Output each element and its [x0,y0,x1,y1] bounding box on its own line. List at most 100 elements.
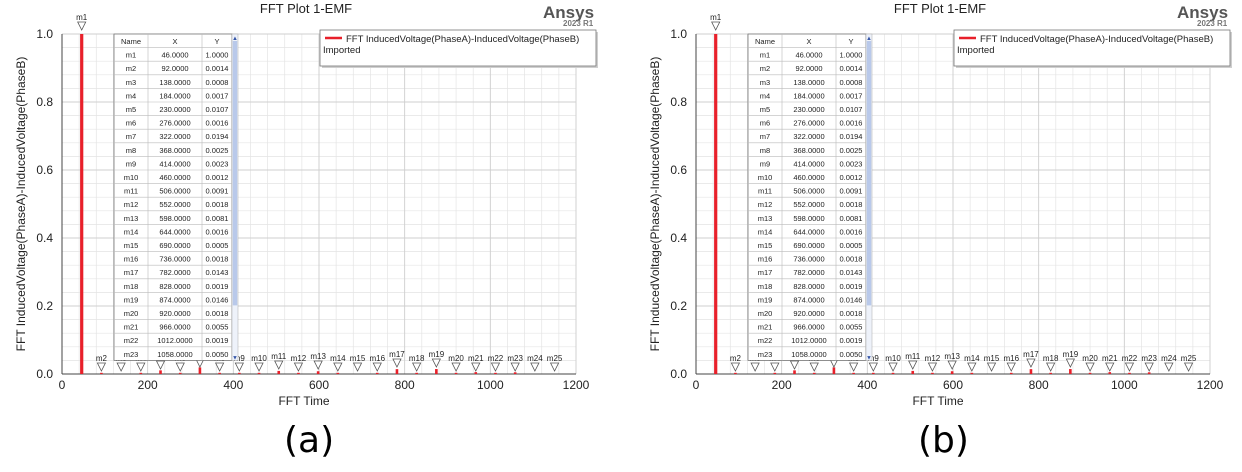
y-tick-label: 0.4 [670,231,687,245]
spectrum-bar [513,372,517,374]
x-tick-label: 600 [943,378,963,392]
table-cell: m17 [124,268,139,277]
table-cell: m23 [758,350,773,359]
table-cell: 0.0018 [206,255,229,264]
spectrum-bar [277,370,281,374]
table-cell: m9 [126,159,136,168]
marker-label: m19 [429,350,445,359]
marker-triangle [116,362,126,372]
spectrum-bar [714,34,718,374]
marker-label: m23 [507,354,523,363]
marker-label: m21 [1102,354,1118,363]
marker-triangle [1006,362,1016,372]
y-tick-label: 0.2 [36,299,53,313]
table-cell: 736.0000 [159,255,190,264]
table-cell: 0.0050 [840,350,863,359]
marker-label: m14 [964,354,980,363]
marker-label: m25 [547,354,563,363]
table-scrollbar-thumb [866,41,872,306]
x-tick-label: 1200 [1197,378,1224,392]
table-cell: m1 [760,51,770,60]
scroll-down-icon: ▼ [866,355,872,361]
table-cell: m5 [126,105,136,114]
table-cell: m12 [758,200,773,209]
marker-label: m17 [1023,350,1039,359]
marker-triangle [372,362,382,372]
spectrum-bar [832,367,836,374]
table-cell: 0.0146 [206,295,229,304]
table-cell: 598.0000 [793,214,824,223]
table-cell: 460.0000 [159,173,190,182]
spectrum-bar [139,372,143,374]
spectrum-bar [454,372,458,374]
table-cell: 0.0012 [840,173,863,182]
table-cell: 0.0023 [206,159,229,168]
table-cell: m18 [124,282,139,291]
marker-triangle [333,362,343,372]
marker-triangle [471,362,481,372]
chart-title: FFT Plot 1-EMF [894,1,986,16]
table-cell: m8 [126,146,136,155]
spectrum-bar [297,372,300,374]
x-tick-label: 400 [857,378,877,392]
table-cell: 506.0000 [793,187,824,196]
table-cell: 46.0000 [795,51,822,60]
marker-table: ▲ ▼ Name X Ym1 46.0000 1.0000 m2 92.0000 0.0014 m3… [747,33,873,361]
table-cell: 874.0000 [793,295,824,304]
table-cell: 0.0143 [840,268,863,277]
fft-chart-b: FFT Plot 1-EMF 0 200 400 600 800 1000 1200 0.0 0.… [648,1,1232,408]
marker-label: m2 [730,354,742,363]
marker-triangle [947,360,957,370]
marker-triangle [986,362,997,372]
marker-triangle [392,358,402,368]
table-cell: m19 [758,295,773,304]
table-cell: m6 [126,119,136,128]
marker-triangle [730,362,741,372]
table-cell: 0.0025 [840,146,863,155]
ansys-logo: Ansys [543,3,595,22]
table-cell: 0.0018 [840,255,863,264]
table-cell: 0.0019 [206,282,229,291]
table-cell: 0.0143 [206,268,229,277]
marker-label: m2 [96,354,108,363]
y-tick-label: 0.4 [36,231,53,245]
table-cell: m8 [760,146,770,155]
spectrum-bar [1147,372,1151,374]
spectrum-bar [872,372,875,374]
table-cell: m15 [124,241,139,250]
spectrum-bar [950,371,954,374]
table-cell: 690.0000 [793,241,824,250]
table-cell: 414.0000 [793,159,824,168]
table-cell: m6 [760,119,770,128]
table-cell: 598.0000 [159,214,190,223]
table-cell: m23 [124,350,139,359]
table-cell: 0.0019 [840,336,863,345]
table-cell: m11 [124,187,138,196]
marker-triangle [1026,358,1036,368]
spectrum-bar [375,372,379,374]
marker-triangle [789,360,800,370]
table-cell: 230.0000 [159,105,190,114]
table-cell: m16 [758,255,773,264]
table-cell: 1058.0000 [157,350,192,359]
table-cell: m20 [124,309,139,318]
x-tick-label: 1000 [477,378,504,392]
table-cell: 552.0000 [793,200,824,209]
marker-triangle [77,21,87,31]
table-cell: 552.0000 [159,200,190,209]
table-cell: m14 [758,227,773,236]
table-cell: 368.0000 [793,146,824,155]
table-cell: 0.0018 [840,309,863,318]
spectrum-bar [100,372,103,374]
table-cell: 828.0000 [159,282,190,291]
table-cell: 1012.0000 [791,336,826,345]
marker-triangle [1065,358,1076,368]
table-cell: 0.0194 [206,132,229,141]
table-cell: 368.0000 [159,146,190,155]
spectrum-bar [911,370,915,374]
table-cell: 0.0081 [206,214,229,223]
table-cell: 0.0050 [206,350,229,359]
legend-series-subtitle: Imported [323,45,361,56]
spectrum-bar [198,367,202,374]
marker-table: ▲ ▼ Name X Ym1 46.0000 1.0000 m2 92.0000 0.0014 m3… [113,33,239,361]
